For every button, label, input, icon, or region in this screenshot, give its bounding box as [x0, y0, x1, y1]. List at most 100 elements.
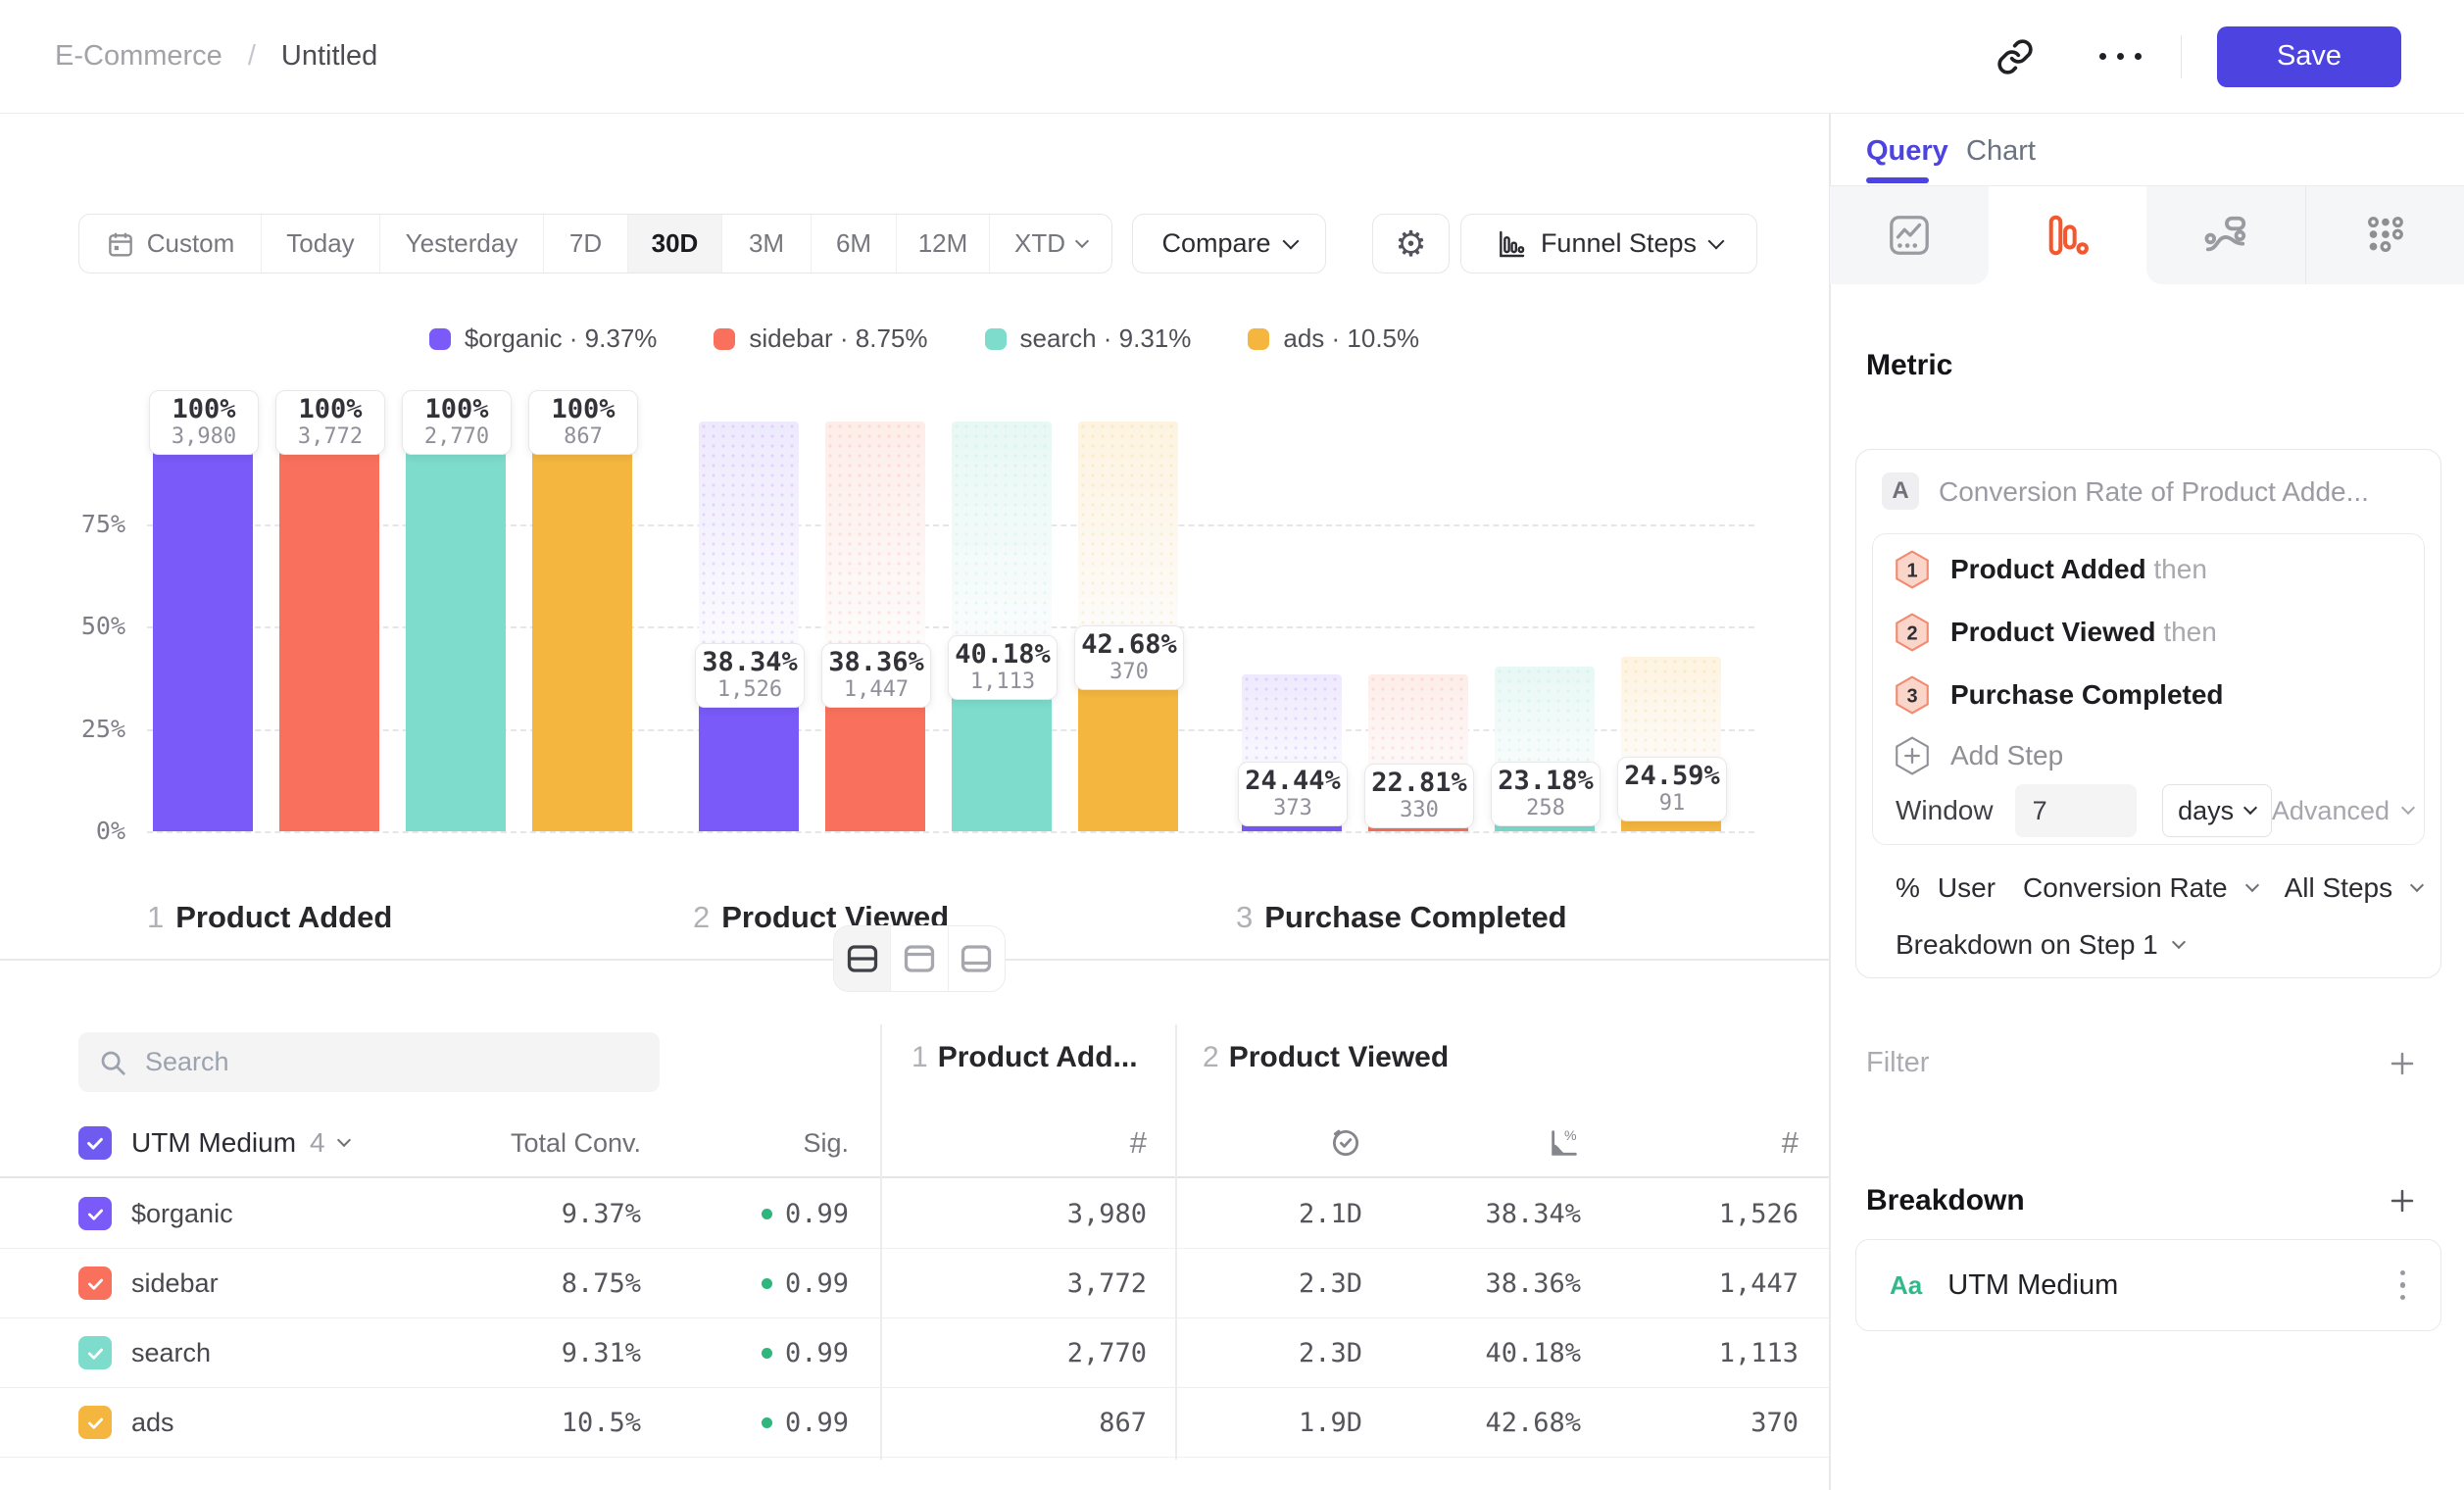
active-tab-underline — [1866, 177, 1929, 183]
percent-icon[interactable]: % — [1896, 872, 1920, 904]
save-button[interactable]: Save — [2217, 26, 2401, 87]
ghost-search-step2 — [952, 422, 1052, 667]
step-title-3: 3Purchase Completed — [1236, 900, 1567, 935]
step2-time: 2.1D — [1299, 1179, 1362, 1248]
sig-value: 0.99 — [762, 1318, 849, 1387]
select-all-checkbox[interactable] — [78, 1126, 112, 1160]
sig-value: 0.99 — [762, 1249, 849, 1317]
breakdown-item-label: UTM Medium — [1947, 1269, 2118, 1302]
sig-value: 0.99 — [762, 1179, 849, 1248]
count-column-icon-2[interactable]: # — [1782, 1110, 1799, 1176]
chart-type-tab-journey[interactable] — [2305, 186, 2464, 284]
measure-user[interactable]: User — [1938, 872, 1996, 904]
row-checkbox[interactable] — [78, 1266, 112, 1300]
bar-label-ads-step3: 24.59%91 — [1617, 757, 1727, 821]
count-column-icon-1[interactable]: # — [1130, 1110, 1147, 1176]
table-row-ads[interactable]: ads10.5%0.998671.9D42.68%370 — [0, 1388, 1829, 1458]
row-checkbox[interactable] — [78, 1406, 112, 1439]
bar-ads-step1[interactable] — [532, 422, 632, 831]
funnel-chart: 75%50%25%0%100%3,980100%3,772100%2,77010… — [0, 0, 1829, 980]
add-step-button[interactable]: Add Step — [1894, 735, 2063, 776]
row-checkbox[interactable] — [78, 1197, 112, 1230]
breakdown-on-dropdown[interactable]: Breakdown on Step 1 — [1896, 929, 2184, 961]
filter-heading: Filter — [1866, 1047, 1929, 1079]
step-number: 2 — [1203, 1041, 1219, 1073]
add-filter-button[interactable] — [2388, 1049, 2417, 1078]
header-actions: Save — [1992, 26, 2402, 87]
bar-label-$organic-step2: 38.34%1,526 — [695, 643, 805, 708]
bar-label-ads-step2: 42.68%370 — [1074, 625, 1184, 690]
step2-time: 2.3D — [1299, 1249, 1362, 1317]
breakdown-item-menu[interactable] — [2400, 1270, 2406, 1301]
table-search[interactable] — [78, 1032, 660, 1092]
measure-scope-dropdown[interactable]: All Steps — [2285, 872, 2393, 904]
table-row-organic[interactable]: $organic9.37%0.993,9802.1D38.34%1,526 — [0, 1179, 1829, 1249]
bar-label-search-step2: 40.18%1,113 — [948, 635, 1058, 700]
bar-label-search-step3: 23.18%258 — [1491, 762, 1601, 826]
row-name: $organic — [131, 1179, 233, 1248]
rate-column-icon[interactable]: % — [1548, 1110, 1581, 1176]
select-all-checkbox-wrap — [78, 1110, 112, 1176]
breakdown-on-label: Breakdown on Step 1 — [1896, 929, 2158, 961]
layout-table-only-button[interactable] — [948, 926, 1005, 991]
bar-sidebar-step1[interactable] — [279, 422, 379, 831]
step2-count: 1,526 — [1719, 1179, 1799, 1248]
total-conv-header[interactable]: Total Conv. — [511, 1110, 641, 1176]
row-checkbox[interactable] — [78, 1336, 112, 1369]
step2-time: 1.9D — [1299, 1388, 1362, 1457]
property-type-icon: Aa — [1890, 1270, 1922, 1301]
window-value-input[interactable] — [2015, 784, 2137, 837]
sig-header[interactable]: Sig. — [803, 1110, 849, 1176]
advanced-label: Advanced — [2272, 796, 2390, 826]
chevron-down-icon — [2245, 878, 2259, 892]
metric-title[interactable]: Conversion Rate of Product Adde... — [1939, 476, 2369, 508]
table-row-search[interactable]: search9.31%0.992,7702.3D40.18%1,113 — [0, 1318, 1829, 1388]
layout-chart-only-button[interactable] — [890, 926, 947, 991]
sig-dot — [762, 1348, 772, 1359]
layout-toggle — [833, 925, 1006, 992]
measure-metric-dropdown[interactable]: Conversion Rate — [2023, 872, 2228, 904]
row-name: sidebar — [131, 1249, 219, 1317]
chart-type-tab-flow[interactable] — [2146, 186, 2305, 284]
search-input[interactable] — [143, 1046, 617, 1078]
tab-query[interactable]: Query — [1866, 135, 1948, 168]
bar-label-search-step1: 100%2,770 — [402, 390, 512, 455]
add-breakdown-button[interactable] — [2388, 1186, 2417, 1216]
y-axis-tick: 50% — [43, 612, 125, 640]
table-step2-title: 2 Product Viewed — [1203, 1041, 1449, 1074]
chevron-down-icon — [2401, 801, 2415, 815]
chart-type-tab-funnel[interactable] — [1989, 186, 2147, 284]
metric-step-1[interactable]: 1 Product Added then — [1894, 549, 2207, 590]
table-step1-title: 1Product Add... — [912, 1041, 1138, 1074]
advanced-dropdown[interactable]: Advanced — [2244, 784, 2413, 837]
share-link-button[interactable] — [1992, 33, 2039, 80]
add-step-hexagon-icon — [1894, 735, 1931, 776]
bar-label-$organic-step1: 100%3,980 — [149, 390, 259, 455]
time-column-icon[interactable] — [1329, 1110, 1362, 1176]
metric-step-2[interactable]: 2 Product Viewed then — [1894, 612, 2217, 653]
step-label: Product Viewed — [1229, 1041, 1450, 1073]
y-axis-tick: 25% — [43, 715, 125, 743]
tab-chart[interactable]: Chart — [1966, 135, 2036, 168]
group-column-header[interactable]: UTM Medium 4 — [131, 1110, 349, 1176]
chart-type-tabs — [1830, 186, 2464, 284]
gridline-75% — [147, 524, 1754, 526]
bar-label-sidebar-step2: 38.36%1,447 — [821, 643, 931, 708]
journey-grid-icon — [2362, 213, 2407, 258]
metric-step-3[interactable]: 3 Purchase Completed — [1894, 674, 2224, 716]
layout-split-button[interactable] — [834, 926, 890, 991]
step2-rate: 40.18% — [1485, 1318, 1581, 1387]
layout-split-icon — [845, 941, 880, 976]
chart-type-tab-line[interactable] — [1830, 186, 1989, 284]
more-options-button[interactable] — [2099, 33, 2142, 80]
table-row-sidebar[interactable]: sidebar8.75%0.993,7722.3D38.36%1,447 — [0, 1249, 1829, 1318]
bar-$organic-step1[interactable] — [153, 422, 253, 831]
breakdown-item-card[interactable]: Aa UTM Medium — [1855, 1239, 2441, 1331]
step2-rate: 42.68% — [1485, 1388, 1581, 1457]
dot — [2099, 53, 2106, 60]
check-icon — [85, 1343, 106, 1364]
bar-search-step1[interactable] — [406, 422, 506, 831]
panel-divider — [1829, 114, 1831, 1490]
column-divider — [880, 1024, 882, 1460]
chevron-down-icon — [2172, 935, 2186, 949]
